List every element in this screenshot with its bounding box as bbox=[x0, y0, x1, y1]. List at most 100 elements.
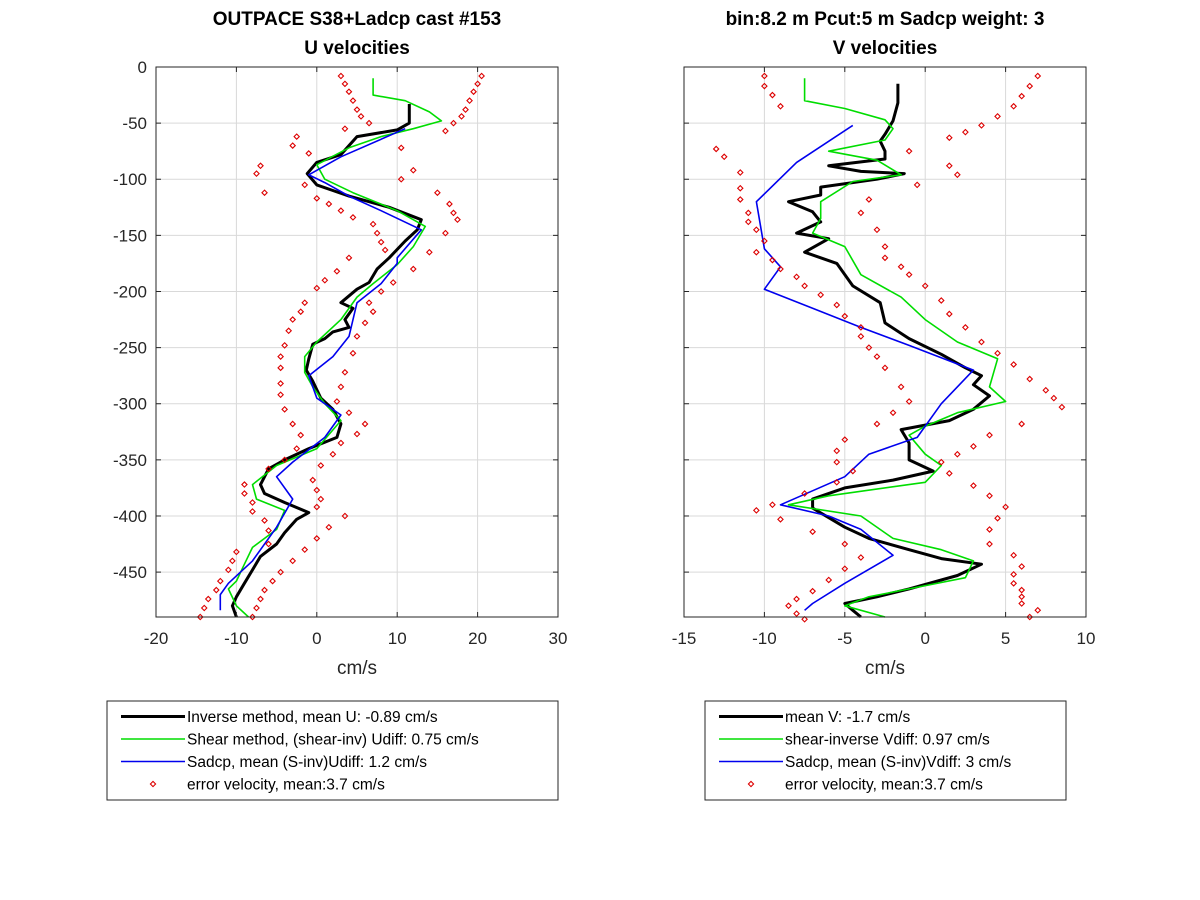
error-velocity-marker bbox=[1010, 361, 1018, 368]
error-velocity-marker bbox=[397, 175, 405, 183]
error-velocity-marker bbox=[196, 613, 204, 621]
x-tick-label: 10 bbox=[388, 629, 407, 648]
error-velocity-marker bbox=[289, 316, 297, 323]
error-velocity-marker bbox=[905, 147, 913, 155]
error-velocity-marker bbox=[873, 420, 881, 428]
error-velocity-marker bbox=[897, 263, 905, 271]
error-velocity-marker bbox=[1010, 102, 1018, 110]
error-velocity-marker bbox=[1050, 394, 1058, 402]
plot-area: -20 -10 0 10 20 300-50-100-150-200-250-300-35… bbox=[113, 58, 567, 648]
error-velocity-marker bbox=[873, 353, 881, 360]
error-velocity-marker bbox=[337, 439, 345, 447]
error-velocity-marker bbox=[377, 238, 385, 246]
error-velocity-marker bbox=[953, 171, 961, 179]
error-velocity-marker bbox=[1018, 586, 1026, 594]
error-velocity-marker bbox=[305, 150, 313, 157]
error-velocity-marker bbox=[301, 181, 309, 189]
error-velocity-marker bbox=[1034, 606, 1042, 614]
error-velocity-marker bbox=[736, 184, 744, 192]
error-velocity-marker bbox=[1018, 593, 1026, 601]
error-velocity-marker bbox=[1010, 579, 1018, 587]
error-velocity-marker bbox=[454, 216, 461, 224]
error-velocity-marker bbox=[913, 181, 921, 189]
y-tick-label: -450 bbox=[113, 563, 147, 582]
error-velocity-marker bbox=[442, 127, 449, 135]
error-velocity-marker bbox=[1026, 375, 1034, 383]
error-velocity-marker bbox=[978, 121, 985, 129]
error-velocity-marker bbox=[224, 566, 232, 574]
series-line-0 bbox=[787, 83, 991, 619]
error-velocity-marker bbox=[241, 481, 248, 488]
error-velocity-marker bbox=[889, 409, 897, 417]
error-velocity-marker bbox=[801, 490, 808, 497]
y-tick-label: -150 bbox=[113, 226, 147, 245]
error-velocity-marker bbox=[337, 383, 345, 391]
error-velocity-marker bbox=[897, 383, 905, 391]
error-velocity-marker bbox=[353, 430, 361, 438]
error-velocity-marker bbox=[833, 447, 841, 455]
series-line-1 bbox=[787, 78, 1007, 618]
error-velocity-marker bbox=[345, 254, 353, 262]
error-velocity-marker bbox=[881, 243, 889, 250]
y-tick-label: -400 bbox=[113, 507, 147, 526]
error-velocity-marker bbox=[357, 113, 365, 120]
error-velocity-marker bbox=[337, 207, 345, 215]
error-velocity-marker bbox=[341, 368, 349, 376]
error-velocity-marker bbox=[478, 72, 485, 80]
error-velocity-marker bbox=[736, 169, 744, 176]
error-velocity-marker bbox=[353, 106, 361, 114]
error-velocity-marker bbox=[265, 527, 272, 534]
error-velocity-marker bbox=[377, 288, 385, 295]
error-velocity-marker bbox=[373, 229, 381, 237]
error-velocity-marker bbox=[994, 514, 1001, 522]
error-velocity-marker bbox=[833, 301, 841, 309]
error-velocity-marker bbox=[761, 72, 768, 80]
error-velocity-marker bbox=[744, 218, 752, 226]
x-tick-label: 30 bbox=[549, 629, 568, 648]
error-velocity-marker bbox=[229, 557, 236, 565]
x-tick-label: -5 bbox=[837, 629, 852, 648]
error-velocity-marker bbox=[425, 248, 433, 256]
x-tick-label: 0 bbox=[312, 629, 321, 648]
y-tick-label: -200 bbox=[113, 282, 147, 301]
error-velocity-marker bbox=[277, 568, 284, 576]
error-velocity-marker bbox=[265, 465, 272, 473]
chart-subtitle: U velocities bbox=[304, 38, 410, 59]
error-velocity-marker bbox=[409, 265, 417, 273]
error-velocity-marker bbox=[474, 80, 481, 88]
error-velocity-marker bbox=[937, 458, 945, 466]
error-velocity-marker bbox=[945, 469, 953, 477]
legend-entry-label: mean V: -1.7 cm/s bbox=[785, 709, 910, 726]
error-velocity-marker bbox=[865, 196, 873, 203]
x-tick-label: 20 bbox=[468, 629, 487, 648]
chart-title: bin:8.2 m Pcut:5 m Sadcp weight: 3 bbox=[726, 9, 1045, 30]
error-velocity-marker bbox=[785, 602, 792, 610]
error-velocity-marker bbox=[253, 170, 260, 178]
error-velocity-marker bbox=[953, 450, 961, 458]
error-velocity-marker bbox=[1010, 551, 1018, 559]
error-velocity-marker bbox=[265, 540, 272, 548]
error-velocity-marker bbox=[1034, 72, 1042, 80]
error-velocity-marker bbox=[905, 271, 913, 279]
error-velocity-marker bbox=[365, 119, 373, 127]
legend-entry-label: shear-inverse Vdiff: 0.97 cm/s bbox=[785, 732, 990, 749]
x-tick-label: -10 bbox=[224, 629, 249, 648]
error-velocity-marker bbox=[293, 133, 301, 140]
x-axis-label: cm/s bbox=[337, 658, 377, 679]
error-velocity-marker bbox=[313, 486, 321, 494]
error-velocity-marker bbox=[809, 587, 817, 595]
error-velocity-marker bbox=[777, 102, 784, 110]
error-velocity-marker bbox=[458, 113, 465, 120]
panel-u-velocities: OUTPACE S38+Ladcp cast #153 U velocities… bbox=[106, 9, 567, 801]
x-axis-label: cm/s bbox=[865, 658, 905, 679]
error-velocity-marker bbox=[720, 153, 728, 161]
error-velocity-marker bbox=[1058, 403, 1066, 411]
error-velocity-marker bbox=[325, 523, 333, 531]
error-velocity-marker bbox=[333, 398, 341, 405]
y-tick-label: -50 bbox=[122, 114, 147, 133]
error-velocity-marker bbox=[849, 467, 857, 475]
series-line-2 bbox=[755, 124, 975, 611]
error-velocity-marker bbox=[994, 113, 1001, 120]
error-velocity-marker bbox=[313, 503, 321, 511]
error-velocity-marker bbox=[289, 142, 297, 149]
